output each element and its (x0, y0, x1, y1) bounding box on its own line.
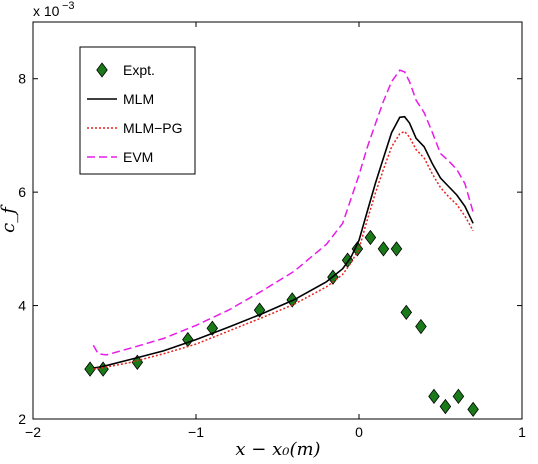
y-tick-label: 6 (18, 184, 26, 200)
data-point-expt (377, 241, 390, 257)
chart-marks (84, 69, 479, 418)
data-point-expt (84, 361, 96, 377)
data-point-expt (415, 318, 427, 335)
data-point-expt (439, 398, 452, 415)
legend-label-mlm: MLM (123, 91, 154, 107)
data-point-expt (428, 388, 440, 404)
data-point-expt (364, 229, 377, 246)
x-tick-label: 1 (518, 424, 526, 440)
legend-label-evm: EVM (123, 149, 153, 165)
legend-label-expt: Expt. (123, 62, 155, 78)
y-tick-label: 2 (18, 411, 26, 427)
data-point-expt (253, 302, 266, 318)
data-point-expt (351, 241, 364, 257)
x-tick-label: −1 (188, 424, 204, 440)
data-point-expt (467, 401, 479, 418)
legend-items: Expt. MLM MLM−PG EVM (87, 62, 183, 165)
data-point-expt (390, 241, 403, 257)
series-line-evm (92, 69, 474, 356)
series-line-mlm (93, 115, 474, 369)
y-tick-label: 8 (18, 71, 26, 87)
data-point-expt (452, 388, 465, 404)
x-tick-label: −2 (25, 424, 41, 440)
y-axis-label: c_f (0, 204, 19, 233)
x-tick-label: 0 (355, 424, 363, 440)
y-multiplier-exponent: −3 (62, 0, 75, 12)
legend-label-mlm-pg: MLM−PG (123, 120, 183, 136)
axis-ticks: −2 −1 0 1 2 4 6 8 (18, 22, 526, 440)
legend-swatch-expt (96, 62, 108, 78)
x-axis-label: x − x₀(m) (235, 439, 320, 460)
y-tick-label: 4 (18, 298, 26, 314)
legend: Expt. MLM MLM−PG EVM (79, 46, 196, 175)
series-line-mlm-pg (93, 130, 474, 370)
data-point-expt (400, 304, 413, 321)
y-multiplier-label: x 10 (33, 3, 60, 19)
